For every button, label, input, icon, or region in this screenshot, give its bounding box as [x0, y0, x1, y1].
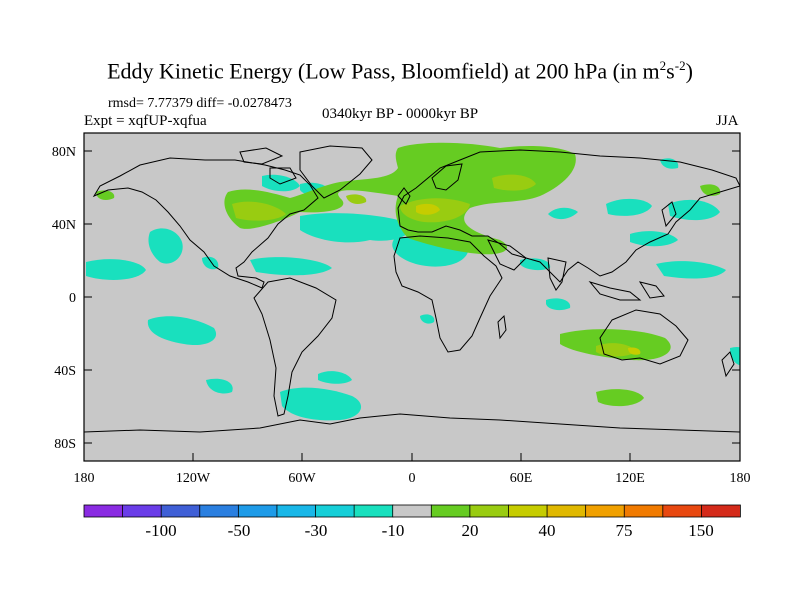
colorbar-swatch — [392, 504, 433, 518]
colorbar-label: 40 — [539, 521, 556, 540]
colorbar-swatch — [276, 504, 317, 518]
positive-anomaly-regions-high — [416, 203, 641, 355]
map-title: Eddy Kinetic Energy (Low Pass, Bloomfiel… — [107, 58, 693, 84]
colorbar-swatch — [662, 504, 703, 518]
colorbar-swatch — [508, 504, 548, 518]
x-tick-label: 180 — [730, 471, 751, 486]
season-label: JJA — [716, 113, 739, 129]
x-tick-label: 60W — [288, 471, 316, 486]
y-tick-labels: 80N 40N 0 40S 80S — [52, 145, 76, 452]
colorbar-swatch — [122, 504, 162, 518]
colorbar — [83, 504, 741, 518]
x-tick-label: 60E — [510, 471, 533, 486]
colorbar-label: -50 — [228, 521, 251, 540]
y-tick-label: 40S — [54, 364, 76, 379]
period-label: 0340kyr BP - 0000kyr BP — [322, 106, 479, 122]
axis-ticks — [83, 150, 741, 461]
colorbar-swatch — [585, 504, 626, 518]
experiment-label: Expt = xqfUP-xqfua — [84, 113, 207, 129]
colorbar-swatch — [546, 504, 587, 518]
x-tick-label: 120E — [615, 471, 645, 486]
colorbar-label: -10 — [382, 521, 405, 540]
colorbar-swatch — [160, 504, 201, 518]
colorbar-labels: -100 -50 -30 -10 20 40 75 150 — [145, 521, 713, 540]
y-tick-label: 40N — [52, 218, 76, 233]
colorbar-swatch — [623, 504, 664, 518]
colorbar-swatch — [199, 504, 240, 518]
colorbar-label: 75 — [616, 521, 633, 540]
y-tick-label: 0 — [69, 291, 76, 306]
colorbar-swatch — [469, 504, 510, 518]
x-tick-labels: 180 120W 60W 0 60E 120E 180 — [74, 471, 751, 486]
stats-text: rmsd= 7.77379 diff= -0.0278473 — [108, 96, 292, 111]
colorbar-label: 20 — [462, 521, 479, 540]
colorbar-label: -100 — [145, 521, 176, 540]
colorbar-swatch — [83, 504, 124, 518]
anomaly-fill-layer — [84, 142, 740, 433]
x-tick-label: 120W — [176, 471, 211, 486]
x-tick-label: 180 — [74, 471, 95, 486]
colorbar-label: -30 — [305, 521, 328, 540]
x-tick-label: 0 — [409, 471, 416, 486]
colorbar-swatch — [315, 504, 355, 518]
y-tick-label: 80N — [52, 145, 76, 160]
coastlines — [84, 145, 740, 433]
colorbar-swatch — [701, 504, 741, 518]
y-tick-label: 80S — [54, 437, 76, 452]
colorbar-label: 150 — [688, 521, 714, 540]
colorbar-swatch — [237, 504, 278, 518]
colorbar-swatch — [353, 504, 394, 518]
colorbar-swatch — [430, 504, 471, 518]
